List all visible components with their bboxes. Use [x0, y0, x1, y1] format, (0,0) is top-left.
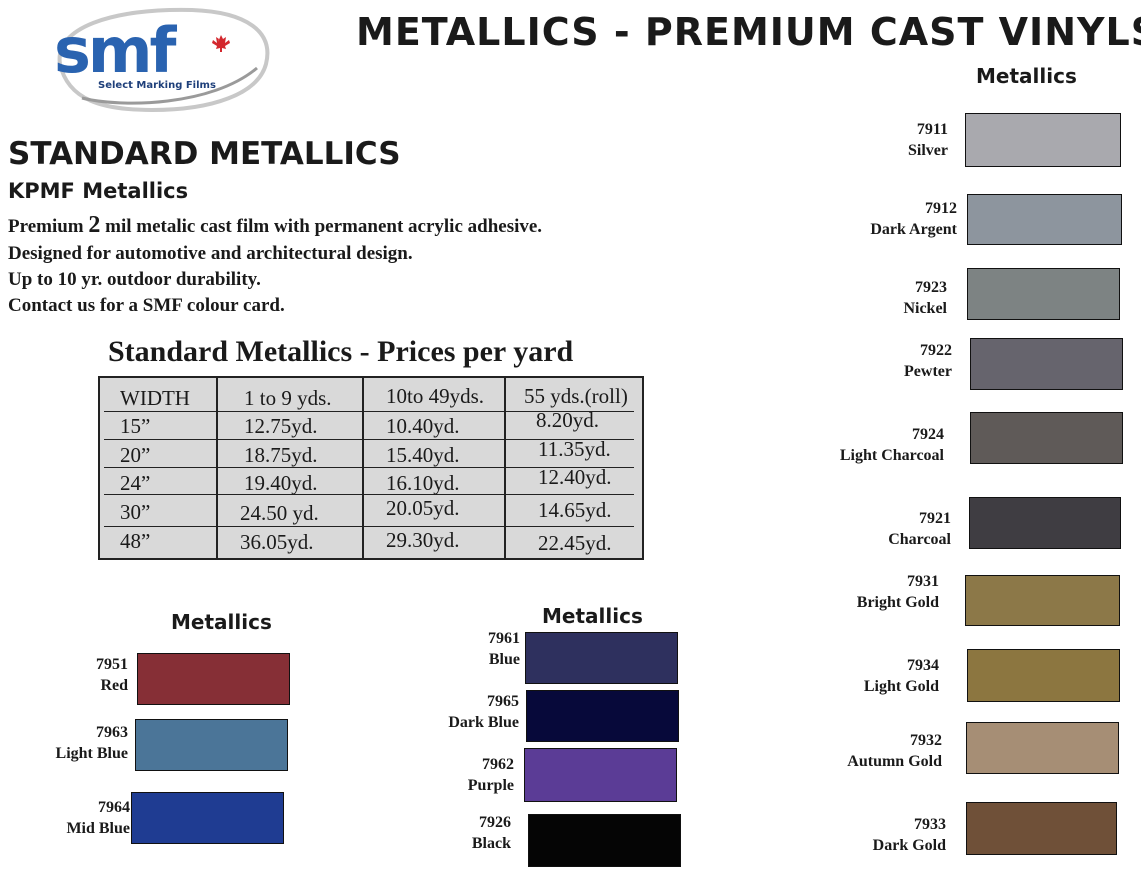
swatch-7951: [137, 653, 290, 705]
table-cell: 48”: [120, 529, 151, 553]
section-subtitle: KPMF Metallics: [8, 179, 189, 203]
swatch-7961: [525, 632, 678, 684]
header-width: WIDTH: [120, 386, 190, 410]
logo-wordmark: smf: [54, 14, 178, 87]
swatch-7962: [524, 748, 677, 802]
table-cell: 24”: [120, 471, 151, 495]
swatch-label-7923: 7923 Nickel: [903, 279, 947, 317]
price-table-title: Standard Metallics - Prices per yard: [108, 335, 574, 368]
swatch-label-7921: 7921 Charcoal: [888, 510, 951, 548]
swatch-label-7934: 7934 Light Gold: [863, 657, 939, 695]
swatch-label-7911: 7911 Silver: [908, 121, 948, 159]
swatch-7921: [969, 497, 1121, 549]
smf-logo: smf Select Marking Films: [54, 7, 270, 113]
table-cell: 15.40yd.: [386, 443, 460, 467]
swatch-7934: [967, 649, 1120, 702]
swatch-7922: [970, 338, 1123, 390]
table-cell: 24.50 yd.: [240, 501, 319, 525]
left-group-heading: Metallics: [171, 610, 272, 634]
header-tier-3: 55 yds.(roll): [524, 384, 628, 408]
description-line-4: Contact us for a SMF colour card.: [8, 295, 285, 316]
table-cell: 12.75yd.: [244, 414, 318, 438]
middle-group-heading: Metallics: [542, 604, 643, 628]
swatch-7933: [966, 802, 1117, 855]
table-cell: 14.65yd.: [538, 498, 612, 522]
swatch-label-7926: 7926 Black: [471, 814, 511, 852]
table-cell: 16.10yd.: [386, 471, 460, 495]
swatch-7911: [965, 113, 1121, 167]
table-cell: 11.35yd.: [538, 437, 611, 461]
swatch-label-7924: 7924 Light Charcoal: [839, 426, 944, 464]
section-title: STANDARD METALLICS: [8, 136, 401, 172]
table-cell: 30”: [120, 500, 151, 524]
swatch-label-7912: 7912 Dark Argent: [870, 200, 957, 238]
swatch-7926: [528, 814, 681, 867]
swatch-7912: [967, 194, 1122, 245]
swatch-label-7932: 7932 Autumn Gold: [847, 732, 942, 770]
swatch-7923: [967, 268, 1120, 320]
description-line-3: Up to 10 yr. outdoor durability.: [8, 269, 261, 290]
table-cell: 12.40yd.: [538, 465, 612, 489]
swatch-label-7961: 7961 Blue: [488, 630, 520, 668]
table-cell: 22.45yd.: [538, 531, 612, 555]
table-cell: 8.20yd.: [536, 408, 599, 432]
price-table: WIDTH 1 to 9 yds. 10to 49yds. 55 yds.(ro…: [98, 376, 644, 560]
page-title: METALLICS - PREMIUM CAST VINYLS: [356, 10, 1141, 54]
description-line-2: Designed for automotive and architectura…: [8, 243, 413, 264]
swatch-label-7931: 7931 Bright Gold: [856, 573, 939, 611]
swatch-7964: [131, 792, 284, 844]
table-cell: 20.05yd.: [386, 496, 460, 520]
table-cell: 36.05yd.: [240, 530, 314, 554]
swatch-label-7962: 7962 Purple: [467, 756, 514, 794]
swatch-7931: [965, 575, 1120, 626]
header-tier-2: 10to 49yds.: [386, 384, 485, 408]
table-cell: 29.30yd.: [386, 528, 460, 552]
table-cell: 19.40yd.: [244, 471, 318, 495]
swatch-7963: [135, 719, 288, 771]
swatch-label-7933: 7933 Dark Gold: [872, 816, 946, 854]
swatch-label-7964: 7964 Mid Blue: [66, 799, 130, 837]
swatch-label-7951: 7951 Red: [96, 656, 128, 694]
swatch-label-7922: 7922 Pewter: [904, 342, 952, 380]
maple-leaf-icon: [212, 35, 230, 52]
swatch-7965: [526, 690, 679, 742]
header-tier-1: 1 to 9 yds.: [244, 386, 332, 410]
swatch-7924: [970, 412, 1123, 464]
table-cell: 15”: [120, 414, 151, 438]
table-cell: 10.40yd.: [386, 414, 460, 438]
swatch-label-7963: 7963 Light Blue: [55, 724, 128, 762]
table-cell: 20”: [120, 443, 151, 467]
swatch-7932: [966, 722, 1119, 774]
logo-tagline: Select Marking Films: [98, 80, 216, 91]
swatch-label-7965: 7965 Dark Blue: [448, 693, 519, 731]
right-group-heading: Metallics: [976, 64, 1077, 88]
description-line-1: Premium 2 mil metalic cast film with per…: [8, 212, 543, 238]
table-cell: 18.75yd.: [244, 443, 318, 467]
